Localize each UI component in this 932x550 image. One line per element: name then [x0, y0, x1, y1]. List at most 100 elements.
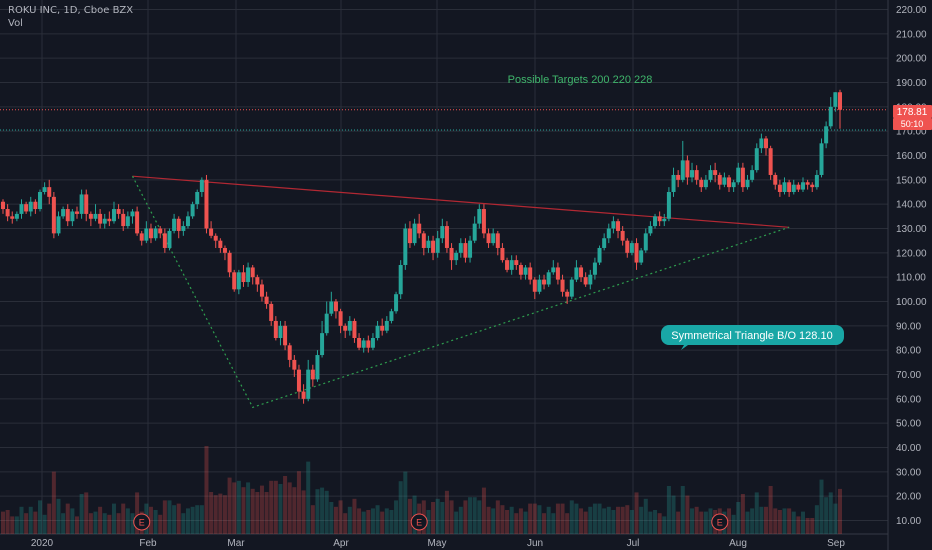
- y-tick-label: 100.00: [896, 297, 927, 308]
- volume-bar: [181, 513, 186, 534]
- candle-body: [838, 92, 842, 110]
- volume-bar: [574, 503, 579, 534]
- y-tick-label: 50.00: [896, 419, 921, 430]
- candle-body: [592, 262, 597, 275]
- candle-body: [542, 279, 547, 285]
- lower-trendline[interactable]: [131, 175, 790, 409]
- candle-body: [84, 194, 89, 214]
- candle-body: [144, 228, 149, 241]
- volume-bar: [176, 503, 181, 534]
- volume-bar: [791, 511, 796, 534]
- volume-bar: [111, 503, 116, 534]
- volume-bar: [51, 471, 56, 534]
- candle-body: [241, 272, 246, 283]
- volume-bar: [528, 503, 533, 534]
- candle-body: [671, 174, 676, 193]
- candle-body: [10, 216, 15, 219]
- volume-bar: [70, 508, 75, 534]
- volume-bar: [666, 486, 671, 534]
- candle-body: [158, 228, 163, 234]
- price-axis[interactable]: 220.00210.00200.00190.00180.00170.00160.…: [896, 5, 927, 527]
- candle-body: [606, 228, 611, 239]
- candle-body: [47, 187, 52, 197]
- x-tick-label: Feb: [139, 538, 157, 549]
- candle-body: [736, 167, 741, 183]
- candle-body: [167, 230, 172, 248]
- candle-body: [768, 148, 773, 175]
- candle-body: [648, 226, 653, 234]
- y-tick-label: 10.00: [896, 516, 921, 527]
- candle-body: [828, 106, 833, 127]
- volume-bar: [833, 503, 838, 534]
- volume-bar: [162, 500, 167, 534]
- x-tick-label: 2020: [31, 538, 54, 549]
- y-tick-label: 130.00: [896, 224, 927, 235]
- countdown-label: 50:10: [893, 118, 932, 130]
- volume-bar: [102, 513, 107, 534]
- volume-bar: [19, 506, 24, 534]
- volume-bar: [805, 518, 810, 534]
- candle-body: [810, 184, 815, 188]
- x-tick-label: May: [428, 538, 447, 549]
- candle-body: [232, 272, 237, 290]
- candle-body: [777, 184, 782, 193]
- volume-bar: [273, 480, 278, 534]
- volume-bar: [782, 508, 787, 534]
- candle-body: [333, 301, 338, 312]
- triangle-callout[interactable]: Symmetrical Triangle B/O 128.10: [661, 325, 844, 350]
- candle-body: [361, 340, 366, 348]
- volume-bar: [648, 511, 653, 534]
- volume-bar: [283, 476, 288, 534]
- candle-body: [209, 228, 214, 236]
- candle-body: [255, 277, 260, 285]
- volume-bar: [269, 480, 274, 534]
- candle-body: [310, 369, 315, 380]
- time-axis[interactable]: 2020 Feb Mar Apr May Jun Jul Aug Sep: [31, 538, 845, 549]
- candle-body: [546, 272, 551, 285]
- volume-bar: [555, 503, 560, 534]
- upper-trendline[interactable]: [132, 175, 790, 228]
- symbol-line[interactable]: ROKU INC, 1D, Cboe BZX: [8, 5, 134, 16]
- volume-bar: [787, 508, 792, 534]
- candle-body: [426, 240, 431, 248]
- candle-body: [620, 230, 625, 241]
- volume-bar: [777, 510, 782, 534]
- volume-bar: [227, 477, 232, 534]
- volume-bar: [213, 495, 218, 534]
- volume-bar: [33, 511, 38, 534]
- candle-body: [468, 240, 473, 258]
- candle-body: [370, 338, 375, 348]
- candle-body: [717, 174, 722, 185]
- volume-bar: [88, 513, 93, 534]
- earnings-marker[interactable]: [711, 513, 729, 531]
- candle-body: [481, 209, 486, 234]
- volume-bar: [287, 482, 292, 534]
- candle-body: [269, 303, 274, 321]
- candle-body: [463, 243, 468, 258]
- volume-bar: [703, 511, 708, 534]
- candle-body: [518, 265, 523, 275]
- candle-body: [824, 126, 829, 144]
- candle-body: [764, 138, 769, 149]
- candle-body: [676, 174, 681, 180]
- volume-bar: [5, 510, 10, 534]
- candle-body: [398, 265, 403, 295]
- volume-bar: [398, 481, 403, 534]
- volume-bar: [727, 508, 732, 534]
- volume-bar: [403, 471, 408, 534]
- y-tick-label: 220.00: [896, 5, 927, 16]
- candle-body: [486, 233, 491, 244]
- candle-body: [657, 216, 662, 222]
- candle-body: [264, 296, 269, 304]
- candle-body: [431, 240, 436, 253]
- candle-body: [555, 267, 560, 280]
- earnings-marker-label: E: [717, 518, 723, 528]
- candle-body: [176, 218, 181, 231]
- earnings-marker[interactable]: [410, 513, 428, 531]
- candle-body: [690, 170, 695, 178]
- volume-bar: [352, 498, 357, 534]
- candle-body: [250, 267, 255, 278]
- earnings-marker[interactable]: [133, 513, 151, 531]
- candle-body: [588, 274, 593, 285]
